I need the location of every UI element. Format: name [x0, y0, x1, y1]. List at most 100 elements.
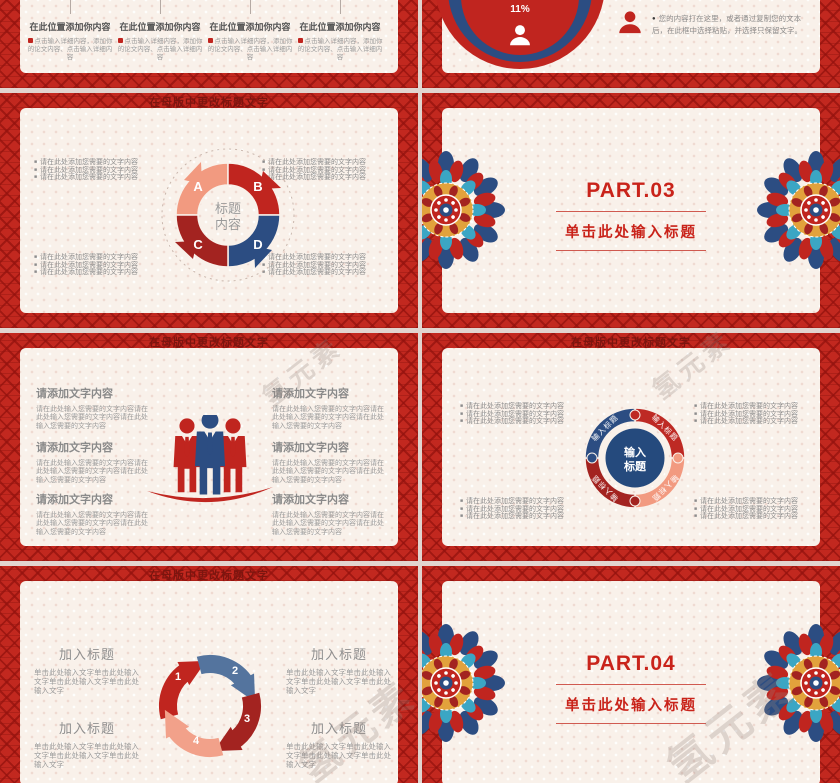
divider-line [556, 684, 706, 685]
bullet-text: 请在此处添加您需要的文字内容 [466, 505, 565, 513]
note-text: ● 您的内容打在这里，或者通过复制您的文本后，在此框中选择粘贴，并选择只保留文字。 [652, 13, 816, 36]
square-bullet-icon: ■ [460, 418, 464, 425]
timeline-body-text: 点击输入详细内容，添加你的论文内容、点击输入详细内容 [297, 38, 383, 61]
block-body: 单击此处输入文字单击此处输入文字单击此处输入文字单击此处输入文字 [286, 742, 391, 769]
block-body: 请在此处输入您需要的文字内容请在此处输入您需要的文字内容请在此处输入您需要的文字… [36, 512, 148, 536]
timeline-body: 点击输入详细内容，添加你的论文内容、点击输入详细内容 [22, 38, 118, 62]
note-body: 您的内容打在这里，或者通过复制您的文本后，在此框中选择粘贴，并选择只保留文字。 [652, 14, 802, 35]
text-block: 请添加文字内容 请在此处输入您需要的文字内容请在此处输入您需要的文字内容请在此处… [36, 439, 150, 485]
timeline-heading: 在此位置添加你内容 [209, 22, 291, 32]
seal-icon [207, 38, 213, 43]
slide-title: 在母版中更改标题文字 [149, 337, 269, 349]
bullet-line: ■请在此处添加您需要的文字内容 [34, 174, 168, 182]
square-bullet-icon: ■ [460, 410, 464, 417]
timeline-body: 点击输入详细内容，添加你的论文内容、点击输入详细内容 [202, 38, 298, 62]
segment-label-a: A [193, 179, 203, 194]
square-bullet-icon: ■ [34, 166, 38, 173]
segment-label-c: C [193, 237, 203, 252]
bullet-list: ■请在此处添加您需要的文字内容 ■请在此处添加您需要的文字内容 ■请在此处添加您… [460, 498, 594, 521]
bullet-list: ■请在此处添加您需要的文字内容 ■请在此处添加您需要的文字内容 ■请在此处添加您… [34, 254, 168, 277]
divider-line [556, 723, 706, 724]
bullet-line: ■请在此处添加您需要的文字内容 [34, 167, 168, 175]
text-block: 加入标题 单击此处输入文字单击此处输入文字单击此处输入文字单击此处输入文字 [34, 718, 140, 769]
divider-line [556, 250, 706, 251]
square-bullet-icon: ■ [34, 159, 38, 165]
block-body: 请在此处输入您需要的文字内容请在此处输入您需要的文字内容请在此处输入您需要的文字… [36, 406, 148, 430]
block-body: 请在此处输入您需要的文字内容请在此处输入您需要的文字内容请在此处输入您需要的文字… [36, 460, 148, 484]
square-bullet-icon: ■ [262, 166, 266, 173]
square-bullet-icon: ■ [262, 269, 266, 276]
square-bullet-icon: ■ [460, 505, 464, 512]
block-body: 单击此处输入文字单击此处输入文字单击此处输入文字单击此处输入文字 [34, 742, 139, 769]
bullet-line: ■请在此处添加您需要的文字内容 [694, 411, 828, 419]
slide-thumb-puzzle[interactable]: 在母版中更改标题文字 ■ 请在此处添加您需要的文字内容 ■ 请在此处添加您需要的文字… [422, 333, 840, 561]
slide-thumb-timeline[interactable]: 在此位置添加你内容 点击输入详细内容，添加你的论文内容、点击输入详细内容 在此位… [0, 0, 418, 88]
slide-thumb-pinwheel[interactable]: 在母版中更改标题文字 加入标题 单击此处输入文字单击此处输入文字单击此处输入文字… [0, 566, 418, 783]
timeline-item: 在此位置添加你内容 点击输入详细内容，添加你的论文内容、点击输入详细内容 [292, 0, 388, 62]
mandala-ornament [422, 150, 506, 270]
square-bullet-icon: ■ [460, 403, 464, 409]
block-heading: 请添加文字内容 [36, 494, 113, 506]
square-bullet-icon: ■ [34, 269, 38, 276]
slide-thumb-ring-diagram[interactable]: 在母版中更改标题文字 ■ 请在此处添加您需要的文字内容 ■ 请在此处添加您需要的文字… [0, 93, 418, 328]
step-number: 1 [175, 671, 181, 683]
timeline-body: 点击输入详细内容，添加你的论文内容、点击输入详细内容 [112, 38, 208, 62]
bullet-text: 请在此处添加您需要的文字内容 [40, 174, 139, 182]
puzzle-knob [672, 452, 684, 464]
bullet-line: ■请在此处添加您需要的文字内容 [694, 403, 828, 411]
ring-cycle-diagram: A B C D 标题 内容 [161, 148, 295, 282]
block-heading: 加入标题 [310, 721, 367, 736]
square-bullet-icon: ■ [34, 261, 38, 268]
block-heading: 加入标题 [58, 647, 115, 662]
timeline-stem [339, 0, 341, 14]
bullet-text: 请在此处添加您需要的文字内容 [268, 166, 367, 174]
square-bullet-icon: ■ [262, 261, 266, 268]
square-bullet-icon: ■ [694, 513, 698, 520]
bullet-text: 请在此处添加您需要的文字内容 [700, 418, 799, 426]
timeline-heading: 在此位置添加你内容 [119, 22, 201, 32]
text-block: 加入标题 单击此处输入文字单击此处输入文字单击此处输入文字单击此处输入文字 [286, 718, 392, 769]
mandala-ornament [422, 623, 506, 743]
seal-icon [297, 38, 303, 43]
bullet-text: 请在此处添加您需要的文字内容 [40, 269, 139, 277]
block-body: 单击此处输入文字单击此处输入文字单击此处输入文字单击此处输入文字 [34, 668, 139, 695]
part-subtitle: 单击此处输入标题 [565, 225, 697, 241]
bullet-text: 请在此处添加您需要的文字内容 [700, 410, 799, 418]
bullet-line: ■请在此处添加您需要的文字内容 [262, 262, 396, 270]
square-bullet-icon: ■ [694, 403, 698, 409]
dot-bullet-icon: ● [652, 16, 656, 22]
bullet-line: ■请在此处添加您需要的文字内容 [460, 513, 594, 521]
person-figure [194, 415, 226, 495]
square-bullet-icon: ■ [694, 418, 698, 425]
timeline-body: 点击输入详细内容，添加你的论文内容、点击输入详细内容 [292, 38, 388, 62]
slide-thumb-team[interactable]: 在母版中更改标题文字 请添加文字内容 请在此处输入您需要的文字内容请在此处输入您… [0, 333, 418, 561]
text-block: 请添加文字内容 请在此处输入您需要的文字内容请在此处输入您需要的文字内容请在此处… [36, 491, 150, 537]
dotted-circle [161, 148, 295, 282]
bullet-text: 请在此处添加您需要的文字内容 [466, 410, 565, 418]
percent-value: 11% [510, 4, 530, 15]
block-body: 请在此处输入您需要的文字内容请在此处输入您需要的文字内容请在此处输入您需要的文字… [272, 460, 384, 484]
step-number: 4 [193, 735, 200, 747]
bullet-line: ■请在此处添加您需要的文字内容 [460, 498, 594, 506]
bullet-line: ■请在此处添加您需要的文字内容 [34, 269, 168, 277]
timeline-body-text: 点击输入详细内容，添加你的论文内容、点击输入详细内容 [207, 38, 293, 61]
square-bullet-icon: ■ [694, 410, 698, 417]
bullet-line: ■请在此处添加您需要的文字内容 [34, 254, 168, 262]
slide-thumb-percentage[interactable]: 11% ● 您的内容打在这里，或者通过复制您的文本后，在此框中选择粘贴，并选择只保… [422, 0, 840, 88]
block-heading: 请添加文字内容 [272, 494, 349, 506]
slide-canvas [20, 348, 398, 546]
bullet-text: 请在此处添加您需要的文字内容 [700, 513, 799, 521]
puzzle-circle-diagram: 输入标题 输入标题 输入标题 输入标题 输入 标题 [584, 407, 686, 509]
bullet-line: ■请在此处添加您需要的文字内容 [262, 167, 396, 175]
mandala-ornament [756, 623, 840, 743]
square-bullet-icon: ■ [262, 159, 266, 165]
slide-thumb-part03[interactable]: PART.03 单击此处输入标题 [422, 93, 840, 328]
bullet-text: 请在此处添加您需要的文字内容 [268, 174, 367, 182]
person-figure [173, 418, 201, 493]
slide-thumb-part04[interactable]: PART.04 单击此处输入标题 [422, 566, 840, 783]
bullet-text: 请在此处添加您需要的文字内容 [466, 403, 565, 410]
mandala-ornament [756, 150, 840, 270]
part-number: PART.04 [586, 652, 676, 675]
slide-canvas [20, 108, 398, 313]
bullet-list: ■请在此处添加您需要的文字内容 ■请在此处添加您需要的文字内容 ■请在此处添加您… [694, 403, 828, 426]
